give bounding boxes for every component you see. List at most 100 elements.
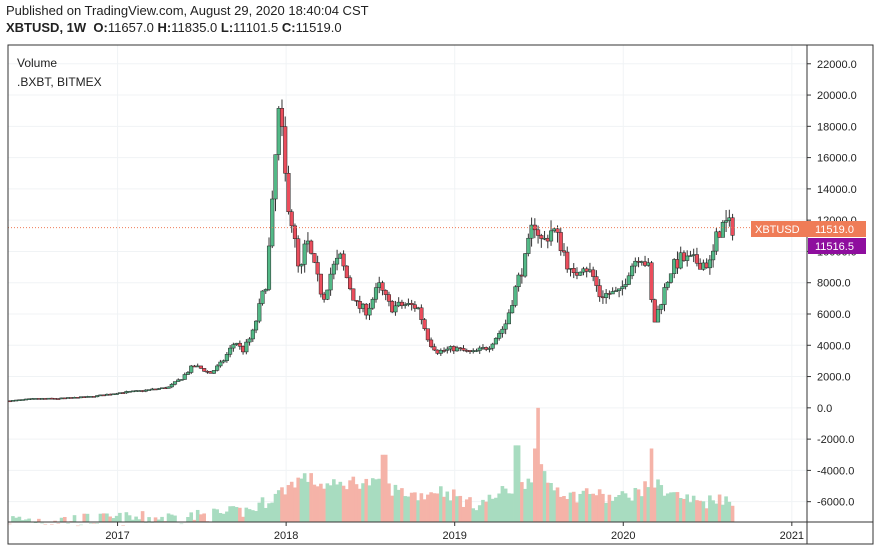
volume-bar [477,505,482,522]
volume-bar [234,507,239,522]
volume-bar [591,493,595,522]
volume-bar [468,497,472,522]
candle-up [626,275,631,285]
candle-down [694,254,699,264]
volume-bar [270,502,275,522]
volume-bar [251,510,255,522]
volume-bar [604,502,608,522]
candle-up [633,260,638,267]
candle-up [503,323,508,330]
candle-down [202,368,207,372]
volume-bar [56,523,61,524]
volume-bar [558,496,563,522]
candle-down [380,282,385,291]
volume-bar [257,502,262,522]
volume-bar [594,495,599,522]
candle-down [348,277,353,290]
volume-bar [199,514,203,522]
volume-bar [354,484,359,522]
candle-up [182,374,187,380]
volume-bar [296,477,300,522]
volume-bar [383,454,388,522]
price-axis: 22000.020000.018000.016000.014000.012000… [807,59,857,509]
candle-down [383,290,388,295]
volume-bar [659,485,664,522]
volume-bar [370,478,375,522]
volume-bar [88,523,93,524]
candle-up [493,338,498,345]
volume-bar [597,489,602,522]
candle-up [325,289,330,300]
candle-down [309,240,314,254]
candle-up [487,348,492,350]
volume-bar [526,478,531,522]
y-tick-label-13: -4000.0 [817,465,854,477]
volume-bar [101,513,106,522]
volume-bar [286,485,291,522]
volume-bar [562,496,566,522]
x-tick-label-0: 2017 [105,530,129,542]
volume-bar [215,509,219,522]
volume-bar [727,501,732,522]
volume-bar [439,486,443,522]
high-label: H: [157,20,172,35]
volume-bar [189,512,194,522]
volume-bar [516,445,521,522]
volume-bar [607,494,612,522]
volume-bar [633,487,638,522]
y-tick-label-8: 6000.0 [817,309,851,321]
symbol-tag-bg [751,221,808,237]
volume-bar [118,512,122,522]
volume-bar [195,509,200,522]
candle-up [166,386,171,389]
volume-legend-title: Volume [17,56,57,70]
index-price-tag-bg [808,238,866,254]
candle-up [630,265,635,277]
volume-bar [160,516,164,522]
volume-bar [581,490,586,522]
volume-bar [27,518,31,522]
volume-bar [53,520,57,522]
candle-up [516,274,521,288]
x-tick-label-1: 2018 [274,530,298,542]
volume-bar [630,500,634,522]
candle-up [659,304,664,310]
volume-bar [153,517,158,522]
volume-bar [50,524,54,525]
y-tick-label-0: 22000.0 [817,59,857,71]
volume-bar [497,493,501,522]
low-label: L: [220,20,234,35]
candle-down [429,339,434,347]
volume-bar [105,513,109,522]
candle-up [620,286,625,290]
volume-bar [623,493,628,522]
volume-bar [293,487,297,522]
candle-up [176,379,181,382]
candle-up [215,365,220,371]
open-label: O: [93,20,108,35]
volume-bar [377,478,382,522]
candle-up [373,287,379,300]
candle-up [497,333,502,339]
chart-grid [8,45,807,522]
candle-down [286,173,291,213]
volume-bar [92,523,96,524]
volume-bar [640,496,644,522]
open-value: 11657.0 [107,20,154,35]
volume-bar [451,489,456,522]
volume-bar [374,479,378,522]
volume-bar [396,489,401,522]
candle-up [662,287,667,305]
volume-bar [571,491,576,522]
chart-header: Published on TradingView.com, August 29,… [6,2,369,36]
volume-bar [280,487,284,522]
candle-down [461,348,466,351]
candle-down [237,342,242,347]
candle-up [623,284,628,287]
volume-bar [552,490,557,522]
candle-up [500,328,505,334]
volume-bar [147,517,151,522]
volume-bar [221,513,226,522]
volume-bar [387,483,391,522]
